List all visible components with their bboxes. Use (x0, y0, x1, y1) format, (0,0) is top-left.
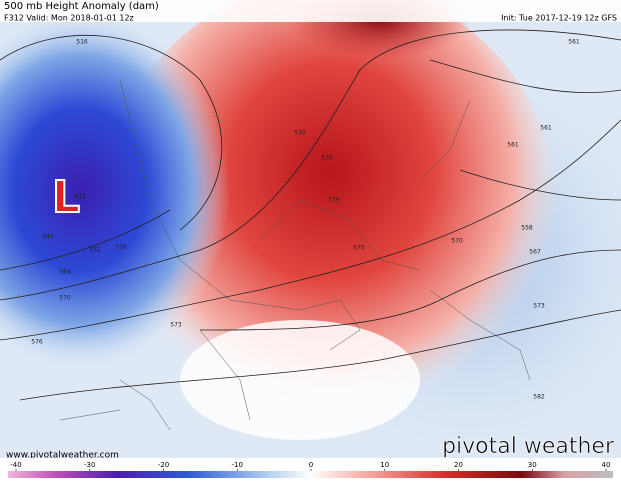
colorbar-tick-label: 0 (309, 461, 313, 469)
init-time: Init: Tue 2017-12-19 12z GFS (501, 14, 617, 23)
colorbar-tick-label: -20 (158, 461, 169, 469)
contour-label: 570 (294, 130, 306, 137)
contour-label: 558 (115, 244, 127, 251)
contour-label: 540 (42, 234, 54, 241)
valid-time: F312 Valid: Mon 2018-01-01 12z (4, 14, 134, 23)
contour-label: 558 (521, 225, 533, 232)
contour-label: 576 (31, 339, 43, 346)
colorbar-tick-label: -40 (10, 461, 21, 469)
contour-label: 570 (451, 238, 463, 245)
contour-label: 561 (507, 142, 519, 149)
contour-label: 576 (321, 155, 333, 162)
contour-label: 573 (533, 303, 545, 310)
logo: pivotal weather (442, 434, 615, 459)
contour-label: 579 (328, 197, 340, 204)
contour-label: 516 (76, 39, 88, 46)
contour-label: 564 (59, 269, 71, 276)
contour-label: 552 (89, 247, 101, 254)
map (0, 0, 621, 460)
colorbar-tick-label: 30 (528, 461, 537, 469)
colorbar-tick-label: 40 (602, 461, 611, 469)
contour-label: 573 (170, 322, 182, 329)
contour-labels: 516 543 540 552 558 564 570 576 573 570 … (31, 39, 580, 401)
colorbar-tick-label: 20 (454, 461, 463, 469)
contour-label: 561 (540, 125, 552, 132)
low-marker: L (52, 172, 80, 223)
colorbar-tick-label: 10 (380, 461, 389, 469)
contour-label: 567 (529, 249, 541, 256)
website-url: www.pivotalweather.com (6, 451, 119, 461)
colorbar (8, 471, 613, 478)
colorbar-tick-label: -30 (84, 461, 95, 469)
contour-label: 570 (59, 295, 71, 302)
colorbar-tick-label: -10 (232, 461, 243, 469)
contour-label: 582 (533, 394, 545, 401)
map-title: 500 mb Height Anomaly (dam) (4, 1, 159, 12)
contour-label: 570 (353, 245, 365, 252)
contour-label: 561 (568, 39, 580, 46)
contour-label: 543 (74, 194, 86, 201)
